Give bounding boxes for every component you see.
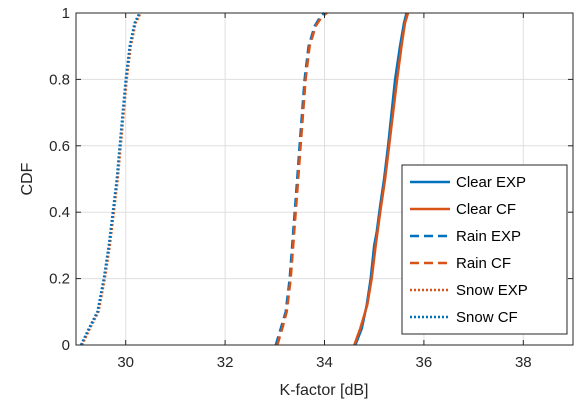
legend: Clear EXP Clear CF Rain EXP Rain CF Snow EXP… <box>401 164 568 335</box>
x-tick-label: 36 <box>416 354 433 371</box>
y-tick-label: 1 <box>62 5 70 22</box>
legend-entry: Clear CF <box>456 201 516 218</box>
legend-entry: Rain CF <box>456 255 511 272</box>
legend-entry: Snow CF <box>456 309 518 326</box>
y-tick-label: 0.6 <box>49 138 70 155</box>
series-line-6 <box>79 12 141 346</box>
legend-entry: Clear EXP <box>456 174 526 191</box>
series-line-4 <box>276 11 328 346</box>
y-tick-label: 0.8 <box>49 71 70 88</box>
series-group <box>79 11 410 346</box>
tick-labels: 30 32 34 36 38 0 0.2 0.4 0.6 0.8 1 <box>49 5 532 371</box>
y-tick-label: 0 <box>62 337 70 354</box>
x-tick-label: 38 <box>515 354 532 371</box>
x-tick-label: 34 <box>316 354 333 371</box>
legend-entry: Rain EXP <box>456 228 521 245</box>
x-tick-label: 30 <box>117 354 134 371</box>
x-axis-label: K-factor [dB] <box>280 382 369 399</box>
series-line-2 <box>353 12 410 346</box>
y-tick-label: 0.2 <box>49 271 70 288</box>
axis-ticks <box>76 12 573 346</box>
y-tick-label: 0.4 <box>49 204 70 221</box>
legend-box <box>401 164 568 335</box>
y-axis-label: CDF <box>19 162 36 195</box>
legend-entry: Snow EXP <box>456 282 528 299</box>
x-tick-label: 32 <box>217 354 234 371</box>
